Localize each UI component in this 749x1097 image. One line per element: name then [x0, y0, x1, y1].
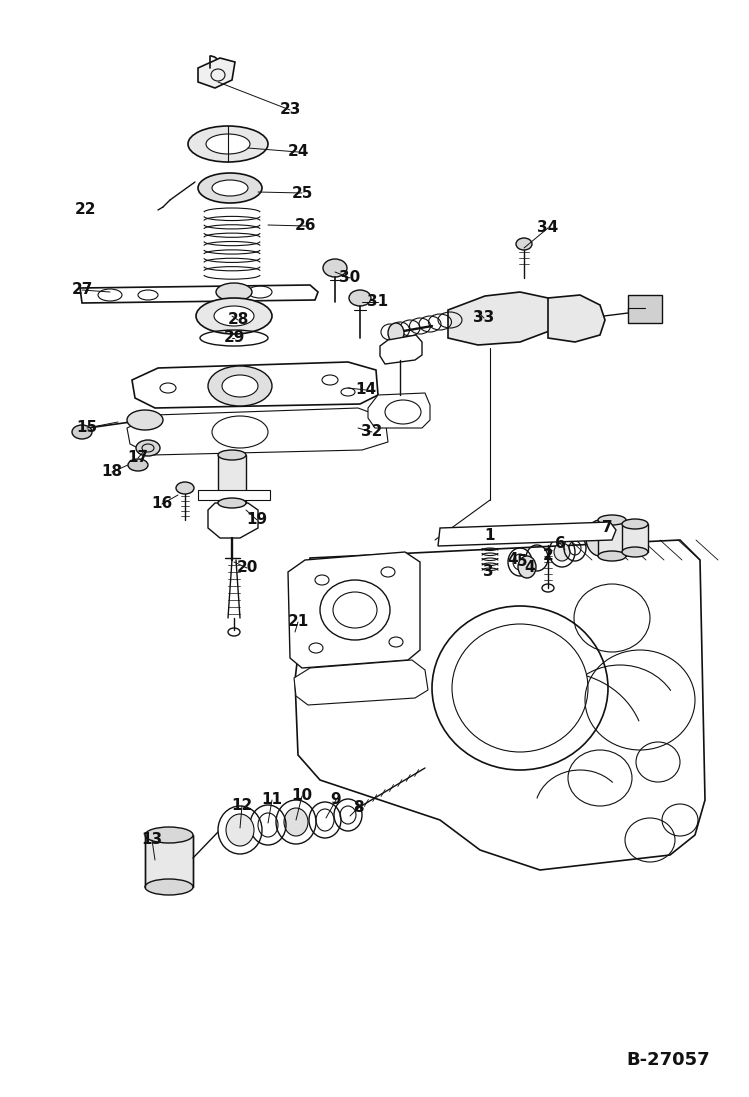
Polygon shape [380, 335, 422, 364]
Polygon shape [132, 362, 378, 408]
Ellipse shape [622, 547, 648, 557]
Ellipse shape [226, 814, 254, 846]
Ellipse shape [516, 238, 532, 250]
Text: 7: 7 [601, 520, 613, 534]
Ellipse shape [188, 126, 268, 162]
Ellipse shape [127, 410, 163, 430]
Ellipse shape [349, 290, 371, 306]
Polygon shape [548, 295, 605, 342]
Ellipse shape [218, 498, 246, 508]
Text: 28: 28 [227, 313, 249, 328]
Ellipse shape [598, 514, 626, 525]
Polygon shape [448, 292, 558, 344]
Text: 4: 4 [525, 561, 536, 576]
Text: 30: 30 [339, 271, 360, 285]
Text: 18: 18 [101, 464, 123, 479]
Text: 12: 12 [231, 799, 252, 814]
Text: 23: 23 [279, 102, 300, 117]
Text: 24: 24 [288, 145, 309, 159]
Ellipse shape [222, 375, 258, 397]
Ellipse shape [452, 624, 588, 753]
Ellipse shape [216, 283, 252, 301]
Text: 20: 20 [237, 561, 258, 576]
Text: 19: 19 [246, 512, 267, 528]
Text: 31: 31 [368, 294, 389, 309]
Text: 15: 15 [76, 420, 97, 436]
Text: 33: 33 [473, 310, 494, 326]
Text: 13: 13 [142, 833, 163, 848]
Polygon shape [198, 490, 270, 500]
Bar [145, 835, 193, 887]
Text: 10: 10 [291, 789, 312, 803]
Text: 21: 21 [288, 614, 309, 630]
Text: 14: 14 [356, 383, 377, 397]
Text: 16: 16 [151, 497, 172, 511]
Ellipse shape [323, 259, 347, 278]
Bar [622, 524, 648, 552]
Text: 3: 3 [482, 565, 494, 579]
Text: 26: 26 [295, 218, 317, 234]
Ellipse shape [554, 543, 570, 561]
Polygon shape [294, 660, 428, 705]
Ellipse shape [598, 551, 626, 561]
Ellipse shape [586, 520, 614, 556]
Ellipse shape [218, 450, 246, 460]
Polygon shape [80, 285, 318, 303]
Text: 4: 4 [508, 553, 518, 567]
Text: 5: 5 [517, 554, 527, 569]
Polygon shape [208, 504, 258, 538]
Text: 27: 27 [71, 283, 93, 297]
Ellipse shape [198, 173, 262, 203]
Ellipse shape [622, 519, 648, 529]
Text: 25: 25 [291, 185, 312, 201]
Text: 22: 22 [74, 203, 96, 217]
Polygon shape [295, 540, 705, 870]
Polygon shape [198, 58, 235, 88]
Text: 17: 17 [127, 451, 148, 465]
Ellipse shape [176, 482, 194, 494]
Ellipse shape [214, 306, 254, 326]
Ellipse shape [212, 180, 248, 196]
Text: 8: 8 [353, 801, 363, 815]
Ellipse shape [72, 425, 92, 439]
Bar [218, 455, 246, 504]
Text: 34: 34 [537, 220, 559, 236]
Ellipse shape [208, 366, 272, 406]
Text: B-27057: B-27057 [626, 1051, 710, 1068]
Text: 32: 32 [361, 425, 383, 440]
Text: 9: 9 [331, 792, 342, 807]
Polygon shape [127, 408, 388, 455]
Text: 11: 11 [261, 792, 282, 807]
Ellipse shape [518, 556, 536, 578]
Ellipse shape [284, 808, 308, 836]
Bar [628, 295, 662, 323]
Ellipse shape [136, 440, 160, 456]
Ellipse shape [432, 606, 608, 770]
Text: 2: 2 [542, 547, 554, 563]
Polygon shape [368, 393, 430, 428]
Ellipse shape [388, 323, 404, 343]
Text: 1: 1 [485, 528, 495, 543]
Polygon shape [288, 552, 420, 668]
Bar [598, 520, 626, 556]
Ellipse shape [128, 459, 148, 471]
Text: 6: 6 [554, 535, 565, 551]
Ellipse shape [145, 879, 193, 895]
Ellipse shape [196, 298, 272, 333]
Ellipse shape [145, 827, 193, 842]
Polygon shape [438, 522, 616, 546]
Ellipse shape [206, 134, 250, 154]
Text: 29: 29 [223, 330, 245, 346]
